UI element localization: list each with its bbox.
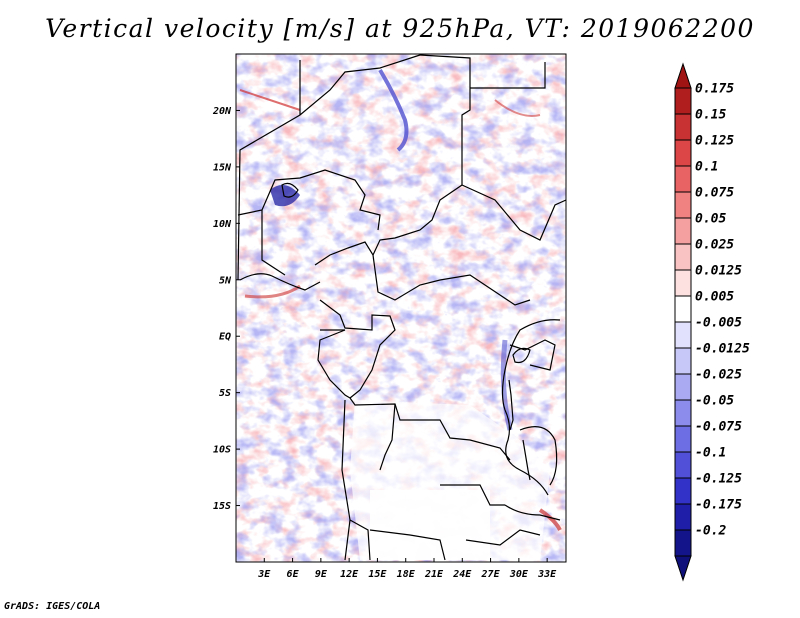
colorbar-label: -0.005 bbox=[695, 316, 742, 331]
colorbar-label: 0.025 bbox=[695, 238, 734, 253]
y-tick-label: 15N bbox=[213, 162, 232, 173]
colorbar-label: -0.025 bbox=[695, 368, 742, 383]
country-borders bbox=[237, 54, 566, 561]
y-tick-label: 5N bbox=[219, 275, 232, 286]
colorbar-label: 0.175 bbox=[695, 82, 734, 97]
chart-title: Vertical velocity [m/s] at 925hPa, VT: 2… bbox=[45, 14, 755, 43]
footer-credit: GrADS: IGES/COLA bbox=[4, 601, 101, 612]
colorbar-label: 0.0125 bbox=[695, 264, 742, 279]
colorbar-swatch bbox=[674, 113, 692, 141]
colorbar-label: 0.075 bbox=[695, 186, 734, 201]
colorbar-label: 0.005 bbox=[695, 290, 734, 305]
x-tick-label: 6E bbox=[287, 569, 300, 580]
y-tick-label: EQ bbox=[219, 332, 231, 343]
x-tick-label: 33E bbox=[537, 569, 557, 580]
x-tick-label: 27E bbox=[481, 569, 501, 580]
colorbar-top-arrow bbox=[674, 62, 692, 89]
colorbar-swatch bbox=[674, 347, 692, 375]
colorbar-swatch bbox=[674, 165, 692, 193]
y-tick-label: 20N bbox=[212, 106, 232, 117]
colorbar-swatch bbox=[674, 217, 692, 245]
velocity-field bbox=[236, 54, 566, 562]
y-axis: 20N 15N 10N 5N EQ 5S 10S 15S bbox=[212, 106, 240, 512]
colorbar-swatch bbox=[674, 477, 692, 505]
x-tick-label: 3E bbox=[257, 569, 271, 580]
colorbar-swatch bbox=[674, 243, 692, 271]
y-tick-label: 15S bbox=[213, 501, 231, 512]
colorbar-swatch bbox=[674, 269, 692, 297]
x-tick-label: 12E bbox=[340, 569, 359, 580]
colorbar-bottom-arrow bbox=[674, 555, 692, 582]
x-axis: 3E 6E 9E 12E 15E 18E 21E 24E 27E 30E 33E bbox=[257, 558, 557, 580]
x-tick-label: 18E bbox=[397, 569, 416, 580]
colorbar: 0.175 0.15 0.125 0.1 0.075 0.05 0.025 0.0125 0.0… bbox=[674, 62, 750, 582]
x-tick-label: 9E bbox=[315, 569, 328, 580]
y-tick-label: 10S bbox=[213, 445, 231, 456]
y-tick-label: 5S bbox=[219, 388, 231, 399]
colorbar-label: 0.125 bbox=[695, 134, 734, 149]
colorbar-swatch bbox=[674, 139, 692, 167]
colorbar-swatch bbox=[674, 529, 692, 557]
colorbar-label: -0.125 bbox=[695, 472, 742, 487]
colorbar-swatch bbox=[674, 399, 692, 427]
colorbar-swatch bbox=[674, 321, 692, 349]
colorbar-swatch bbox=[674, 87, 692, 115]
x-tick-label: 30E bbox=[509, 569, 529, 580]
colorbar-label: -0.1 bbox=[695, 446, 726, 461]
colorbar-label: 0.15 bbox=[695, 108, 726, 123]
colorbar-swatch bbox=[674, 503, 692, 531]
colorbar-label: -0.175 bbox=[695, 498, 742, 513]
colorbar-swatch bbox=[674, 191, 692, 219]
x-tick-label: 15E bbox=[368, 569, 387, 580]
colorbar-swatch bbox=[674, 295, 692, 323]
colorbar-swatch bbox=[674, 373, 692, 401]
x-tick-label: 24E bbox=[452, 569, 472, 580]
colorbar-swatch bbox=[674, 451, 692, 479]
colorbar-label: 0.05 bbox=[695, 212, 726, 227]
plot-frame bbox=[235, 53, 567, 563]
colorbar-swatch bbox=[674, 425, 692, 453]
x-tick-label: 21E bbox=[424, 569, 444, 580]
y-tick-label: 10N bbox=[213, 219, 232, 230]
colorbar-label: -0.0125 bbox=[695, 342, 750, 357]
colorbar-label: -0.075 bbox=[695, 420, 742, 435]
colorbar-label: 0.1 bbox=[695, 160, 718, 175]
colorbar-label: -0.05 bbox=[695, 394, 734, 409]
colorbar-label: -0.2 bbox=[695, 524, 726, 539]
